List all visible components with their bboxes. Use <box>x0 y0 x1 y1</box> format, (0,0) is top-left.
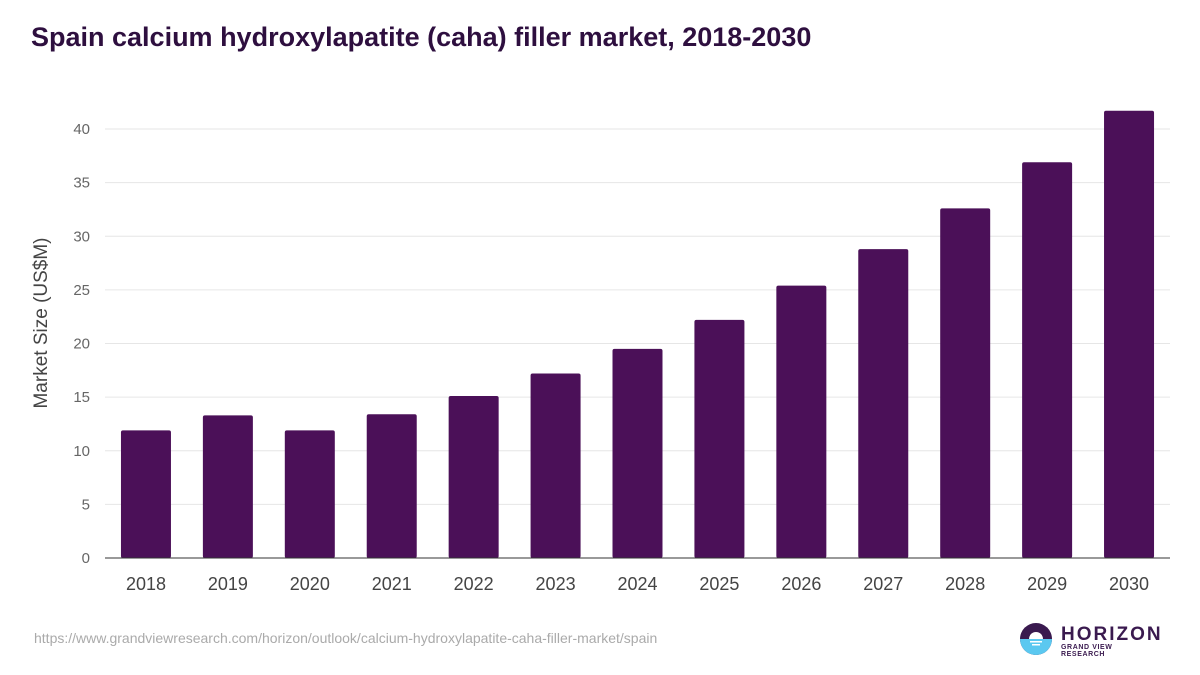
y-tick-label: 30 <box>73 228 90 245</box>
logo-name: HORIZON <box>1061 624 1163 645</box>
logo-subtitle: GRAND VIEW RESEARCH <box>1061 644 1113 658</box>
bar-2022 <box>448 396 499 558</box>
x-tick-label: 2030 <box>1109 574 1149 594</box>
y-axis-label: Market Size (US$M) <box>31 237 52 408</box>
bar-2026 <box>776 285 827 558</box>
x-tick-label: 2018 <box>126 574 166 594</box>
horizon-logo-icon <box>1020 623 1052 655</box>
x-tick-label: 2027 <box>863 574 903 594</box>
y-tick-label: 5 <box>82 496 90 513</box>
y-tick-label: 25 <box>73 282 90 299</box>
bar-2020 <box>284 430 335 558</box>
x-tick-label: 2019 <box>208 574 248 594</box>
y-tick-label: 40 <box>73 121 90 138</box>
bar-2019 <box>202 415 253 558</box>
x-tick-label: 2020 <box>290 574 330 594</box>
bar-2025 <box>694 319 745 558</box>
y-tick-label: 20 <box>73 336 90 353</box>
bar-2030 <box>1104 110 1155 558</box>
horizon-logo: HORIZON GRAND VIEW RESEARCH <box>1019 622 1161 658</box>
bar-2029 <box>1022 162 1073 558</box>
x-tick-label: 2024 <box>617 574 657 594</box>
bar-2028 <box>940 208 991 559</box>
bar-2023 <box>530 373 581 558</box>
y-tick-label: 35 <box>73 175 90 192</box>
x-tick-label: 2026 <box>781 574 821 594</box>
x-tick-label: 2023 <box>536 574 576 594</box>
bar-2024 <box>612 348 663 558</box>
x-tick-label: 2028 <box>945 574 985 594</box>
bar-2018 <box>120 430 171 558</box>
y-tick-label: 15 <box>73 389 90 406</box>
y-tick-label: 0 <box>82 550 90 567</box>
x-tick-label: 2025 <box>699 574 739 594</box>
bar-2021 <box>366 414 417 558</box>
x-tick-label: 2021 <box>372 574 412 594</box>
source-url[interactable]: https://www.grandviewresearch.com/horizo… <box>34 630 658 646</box>
bar-2027 <box>858 249 909 558</box>
x-tick-label: 2022 <box>454 574 494 594</box>
chart-title: Spain calcium hydroxylapatite (caha) fil… <box>31 22 812 52</box>
x-tick-label: 2029 <box>1027 574 1067 594</box>
y-tick-label: 10 <box>73 443 90 460</box>
